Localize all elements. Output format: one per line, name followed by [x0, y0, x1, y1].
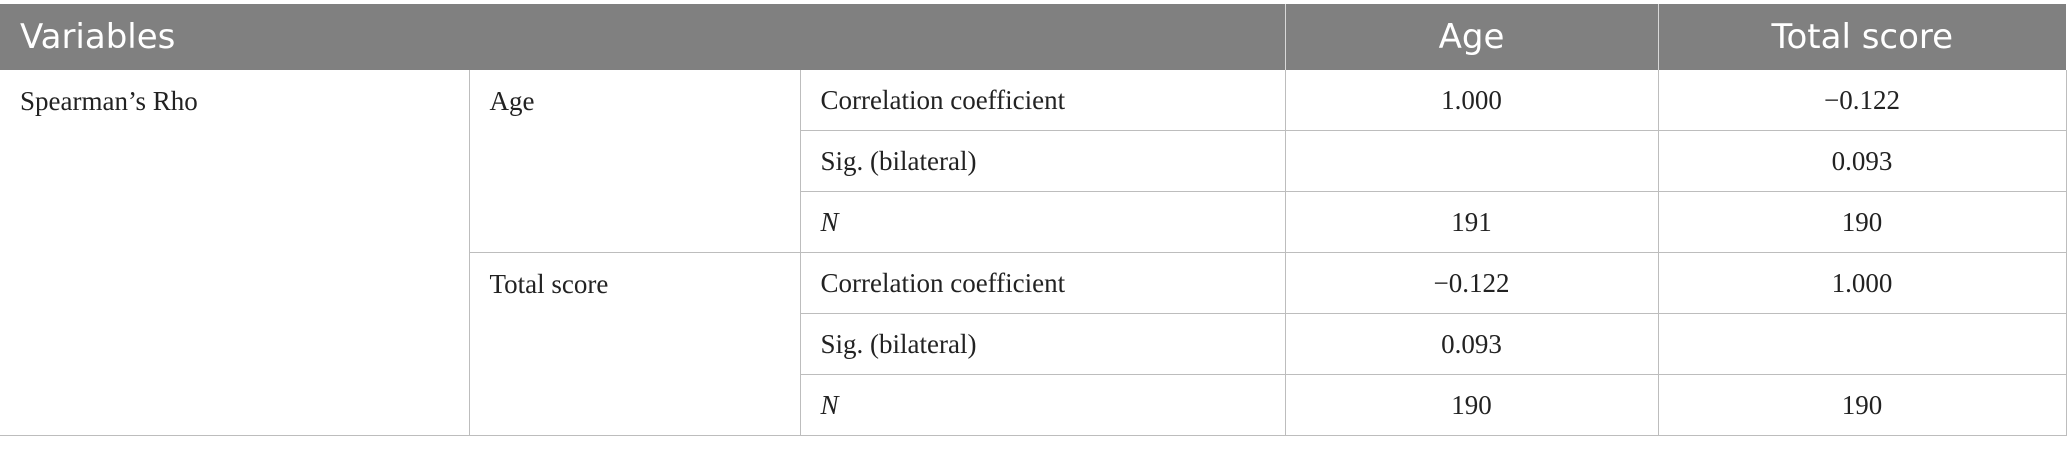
row-label: N	[799, 191, 1286, 253]
row-label: Correlation coefficient	[799, 70, 1286, 131]
value-cell: −0.122	[1284, 252, 1659, 314]
table-row: Total score Correlation coefficient −0.1…	[0, 252, 2067, 436]
value-cell: 1.000	[1284, 70, 1659, 131]
row-label: Sig. (bilateral)	[799, 313, 1286, 375]
table-row: Spearman’s Rho Age Correlation coefficie…	[0, 70, 2067, 436]
group-label-total-score: Total score	[468, 252, 801, 436]
table-row: N 190 190	[0, 374, 2067, 436]
value-cell	[1284, 130, 1659, 192]
row-label: Sig. (bilateral)	[799, 130, 1286, 192]
value-cell: 190	[1284, 374, 1659, 436]
row-label: Correlation coefficient	[799, 252, 1286, 314]
header-age: Age	[1285, 4, 1659, 70]
correlation-table: Variables Age Total score Spearman’s Rho…	[0, 4, 2067, 436]
value-cell: 0.093	[1284, 313, 1659, 375]
table-row: N 191 190	[0, 191, 2067, 253]
row-label: N	[799, 374, 1286, 436]
value-cell: 191	[1284, 191, 1659, 253]
value-cell	[1657, 313, 2067, 375]
header-row: Variables Age Total score	[0, 4, 2067, 70]
value-cell: 0.093	[1657, 130, 2067, 192]
header-variables: Variables	[0, 4, 1286, 70]
value-cell: −0.122	[1657, 70, 2067, 131]
value-cell: 190	[1657, 191, 2067, 253]
header-total-score: Total score	[1658, 4, 2067, 70]
value-cell: 1.000	[1657, 252, 2067, 314]
group-label-age: Age	[468, 70, 801, 253]
table-row: Sig. (bilateral) 0.093	[0, 313, 2067, 375]
method-cell: Spearman’s Rho	[0, 70, 470, 436]
value-cell: 190	[1657, 374, 2067, 436]
table-row: Sig. (bilateral) 0.093	[0, 130, 2067, 192]
